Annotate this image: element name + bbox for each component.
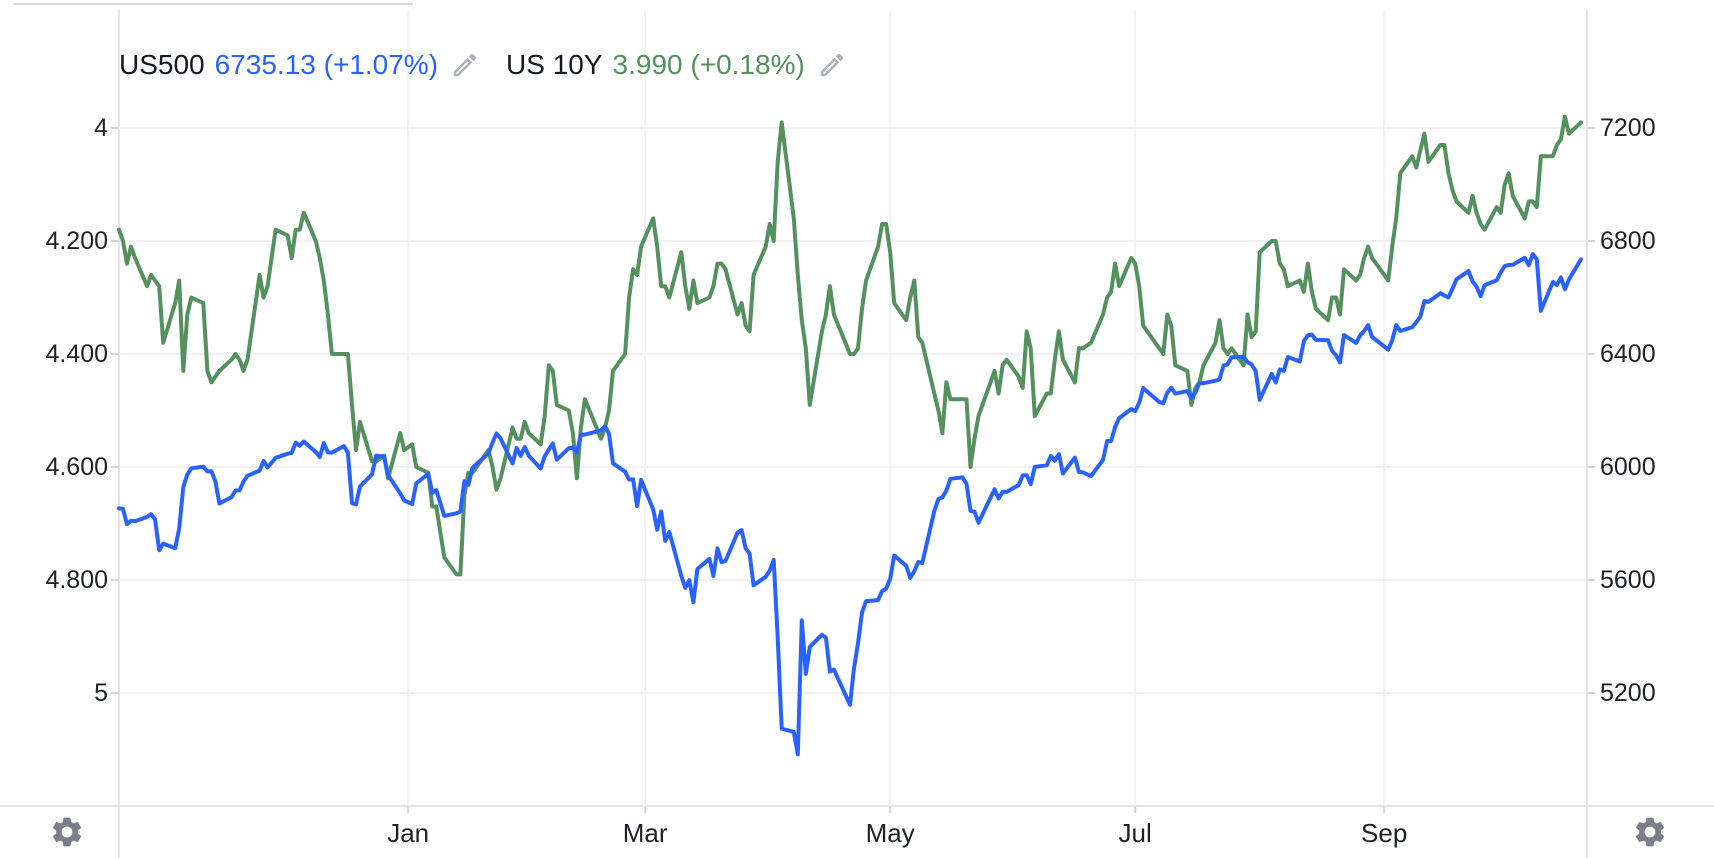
edit-pencil-icon[interactable] (817, 50, 847, 80)
us10y-line (117, 114, 1583, 577)
left-axis-settings-button[interactable] (47, 812, 87, 852)
time-axis-month-label: Sep (1361, 818, 1408, 848)
series1-value: 6735.13 (+1.07%) (214, 49, 439, 80)
edit-pencil-icon[interactable] (450, 50, 480, 80)
series2-value: 3.990 (+0.18%) (612, 49, 805, 80)
left-axis-tick-label: 5 (94, 679, 108, 707)
pencil-icon (453, 53, 477, 77)
right-axis-tick-label: 5600 (1600, 566, 1656, 594)
right-axis-tick-label: 7200 (1600, 114, 1656, 142)
right-axis-tick-label: 6000 (1600, 453, 1656, 481)
left-axis-tick-label: 4.600 (45, 453, 108, 481)
left-axis-tick-label: 4 (94, 114, 108, 142)
gear-icon (1635, 817, 1665, 847)
left-axis-tick-label: 4.400 (45, 340, 108, 368)
series2-symbol-label[interactable]: US 10Y (506, 49, 603, 80)
time-axis-month-label: May (865, 818, 915, 848)
time-axis-month-label: Jan (387, 818, 430, 848)
time-axis-month-label: Jul (1118, 818, 1152, 848)
pane-divider[interactable] (13, 3, 413, 5)
time-axis-settings-button[interactable] (1630, 812, 1670, 852)
pencil-icon (820, 53, 844, 77)
right-axis-tick-label: 6800 (1600, 227, 1656, 255)
gear-icon (52, 817, 82, 847)
right-axis-tick-label: 5200 (1600, 679, 1656, 707)
legend: US500 6735.13 (+1.07%) US 10Y 3.990 (+0.… (119, 48, 873, 82)
series1-symbol-label[interactable]: US500 (119, 49, 205, 80)
us500-line (117, 252, 1583, 757)
left-axis-tick-label: 4.800 (45, 566, 108, 594)
left-axis-tick-label: 4.200 (45, 227, 108, 255)
right-axis-tick-label: 6400 (1600, 340, 1656, 368)
time-axis-month-label: Mar (622, 818, 668, 848)
